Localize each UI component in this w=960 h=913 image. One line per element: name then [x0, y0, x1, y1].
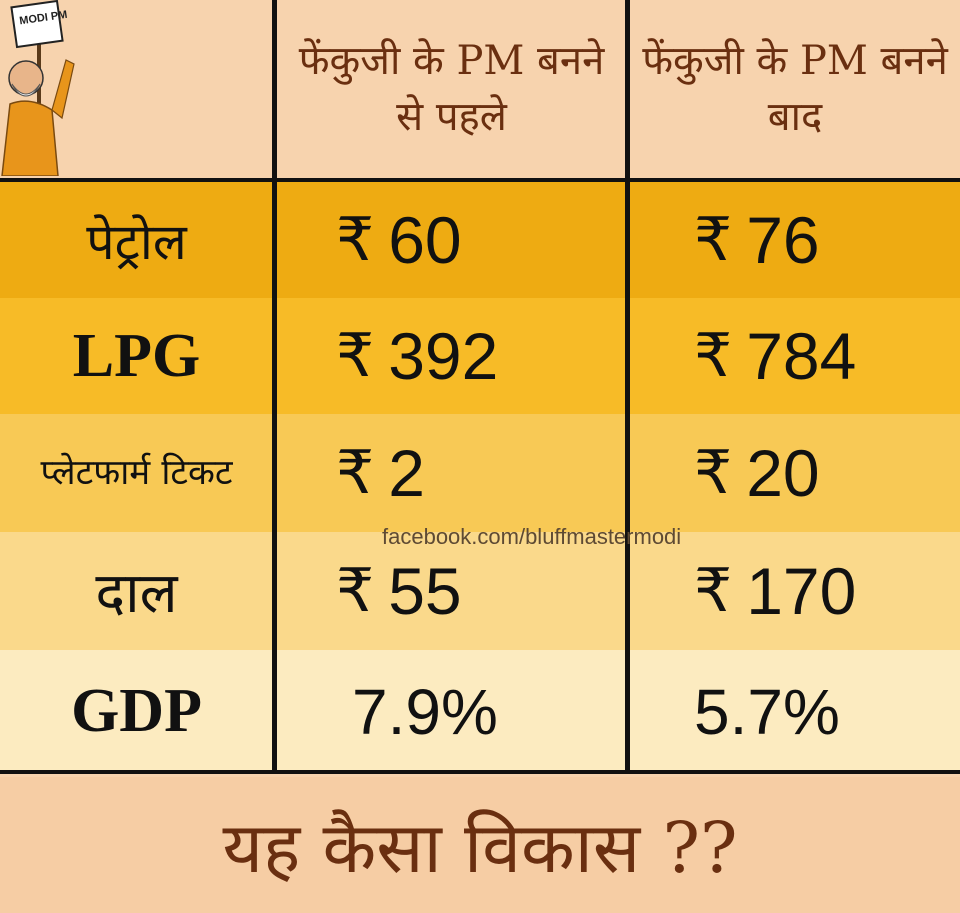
rupee-icon: ₹: [694, 321, 733, 391]
table-row: पेट्रोल ₹60 ₹76: [0, 182, 960, 298]
row-label-cell: पेट्रोल: [0, 182, 273, 298]
row-label-cell: LPG: [0, 298, 273, 414]
price-table: MODI PM फेंकुजी के PM बनने से पहले फेंकु…: [0, 0, 960, 774]
header-after-label: फेंकुजी के PM बनने बाद: [642, 38, 948, 140]
after-value: 5.7%: [694, 675, 840, 748]
column-divider: [272, 0, 277, 773]
rupee-icon: ₹: [336, 205, 375, 275]
column-divider: [625, 0, 630, 773]
header-before-label: फेंकुजी के PM बनने से पहले: [298, 38, 605, 140]
table-row: प्लेटफार्म टिकट ₹2 ₹20: [0, 414, 960, 532]
rupee-icon: ₹: [694, 556, 733, 626]
after-value-cell: 5.7%: [630, 650, 960, 773]
after-value: 20: [746, 436, 820, 510]
table-row: दाल ₹55 ₹170: [0, 532, 960, 650]
rupee-icon: ₹: [336, 438, 375, 508]
header-row: MODI PM फेंकुजी के PM बनने से पहले फेंकु…: [0, 0, 960, 178]
before-value-cell: 7.9%: [278, 650, 625, 773]
before-value: 60: [388, 203, 462, 277]
before-value: 2: [388, 436, 425, 510]
before-value-cell: ₹392: [278, 298, 625, 414]
before-value: 7.9%: [352, 675, 498, 748]
row-label: GDP: [71, 677, 202, 745]
after-value: 784: [746, 319, 857, 393]
rupee-icon: ₹: [336, 556, 375, 626]
after-value-cell: ₹170: [630, 532, 960, 650]
rupee-icon: ₹: [336, 321, 375, 391]
after-value: 76: [746, 203, 820, 277]
before-value-cell: ₹55: [278, 532, 625, 650]
header-before-cell: फेंकुजी के PM बनने से पहले: [278, 0, 625, 178]
watermark-text: facebook.com/bluffmastermodi: [382, 524, 682, 549]
header-corner: MODI PM: [0, 0, 273, 178]
after-value: 170: [746, 554, 857, 628]
before-value-cell: ₹2: [278, 414, 625, 532]
header-after-cell: फेंकुजी के PM बनने बाद: [630, 0, 960, 178]
rupee-icon: ₹: [694, 438, 733, 508]
before-value: 392: [388, 319, 499, 393]
footer-text: यह कैसा विकास ??: [222, 807, 738, 889]
row-label-cell: प्लेटफार्म टिकट: [0, 414, 273, 532]
row-label: पेट्रोल: [86, 213, 187, 271]
before-value-cell: ₹60: [278, 182, 625, 298]
rupee-icon: ₹: [694, 205, 733, 275]
footer-banner: यह कैसा विकास ??: [0, 777, 960, 913]
table-row: GDP 7.9% 5.7%: [0, 650, 960, 773]
after-value-cell: ₹784: [630, 298, 960, 414]
after-value-cell: ₹20: [630, 414, 960, 532]
table-row: LPG ₹392 ₹784: [0, 298, 960, 414]
row-label-cell: GDP: [0, 650, 273, 773]
row-label: प्लेटफार्म टिकट: [40, 453, 233, 493]
table-bottom-border: [0, 770, 960, 774]
caricature-icon: MODI PM: [1, 0, 75, 176]
before-value: 55: [388, 554, 462, 628]
row-label: दाल: [95, 561, 178, 626]
after-value-cell: ₹76: [630, 182, 960, 298]
header-divider: [0, 178, 960, 182]
row-label-cell: दाल: [0, 532, 273, 650]
row-label: LPG: [72, 321, 201, 390]
